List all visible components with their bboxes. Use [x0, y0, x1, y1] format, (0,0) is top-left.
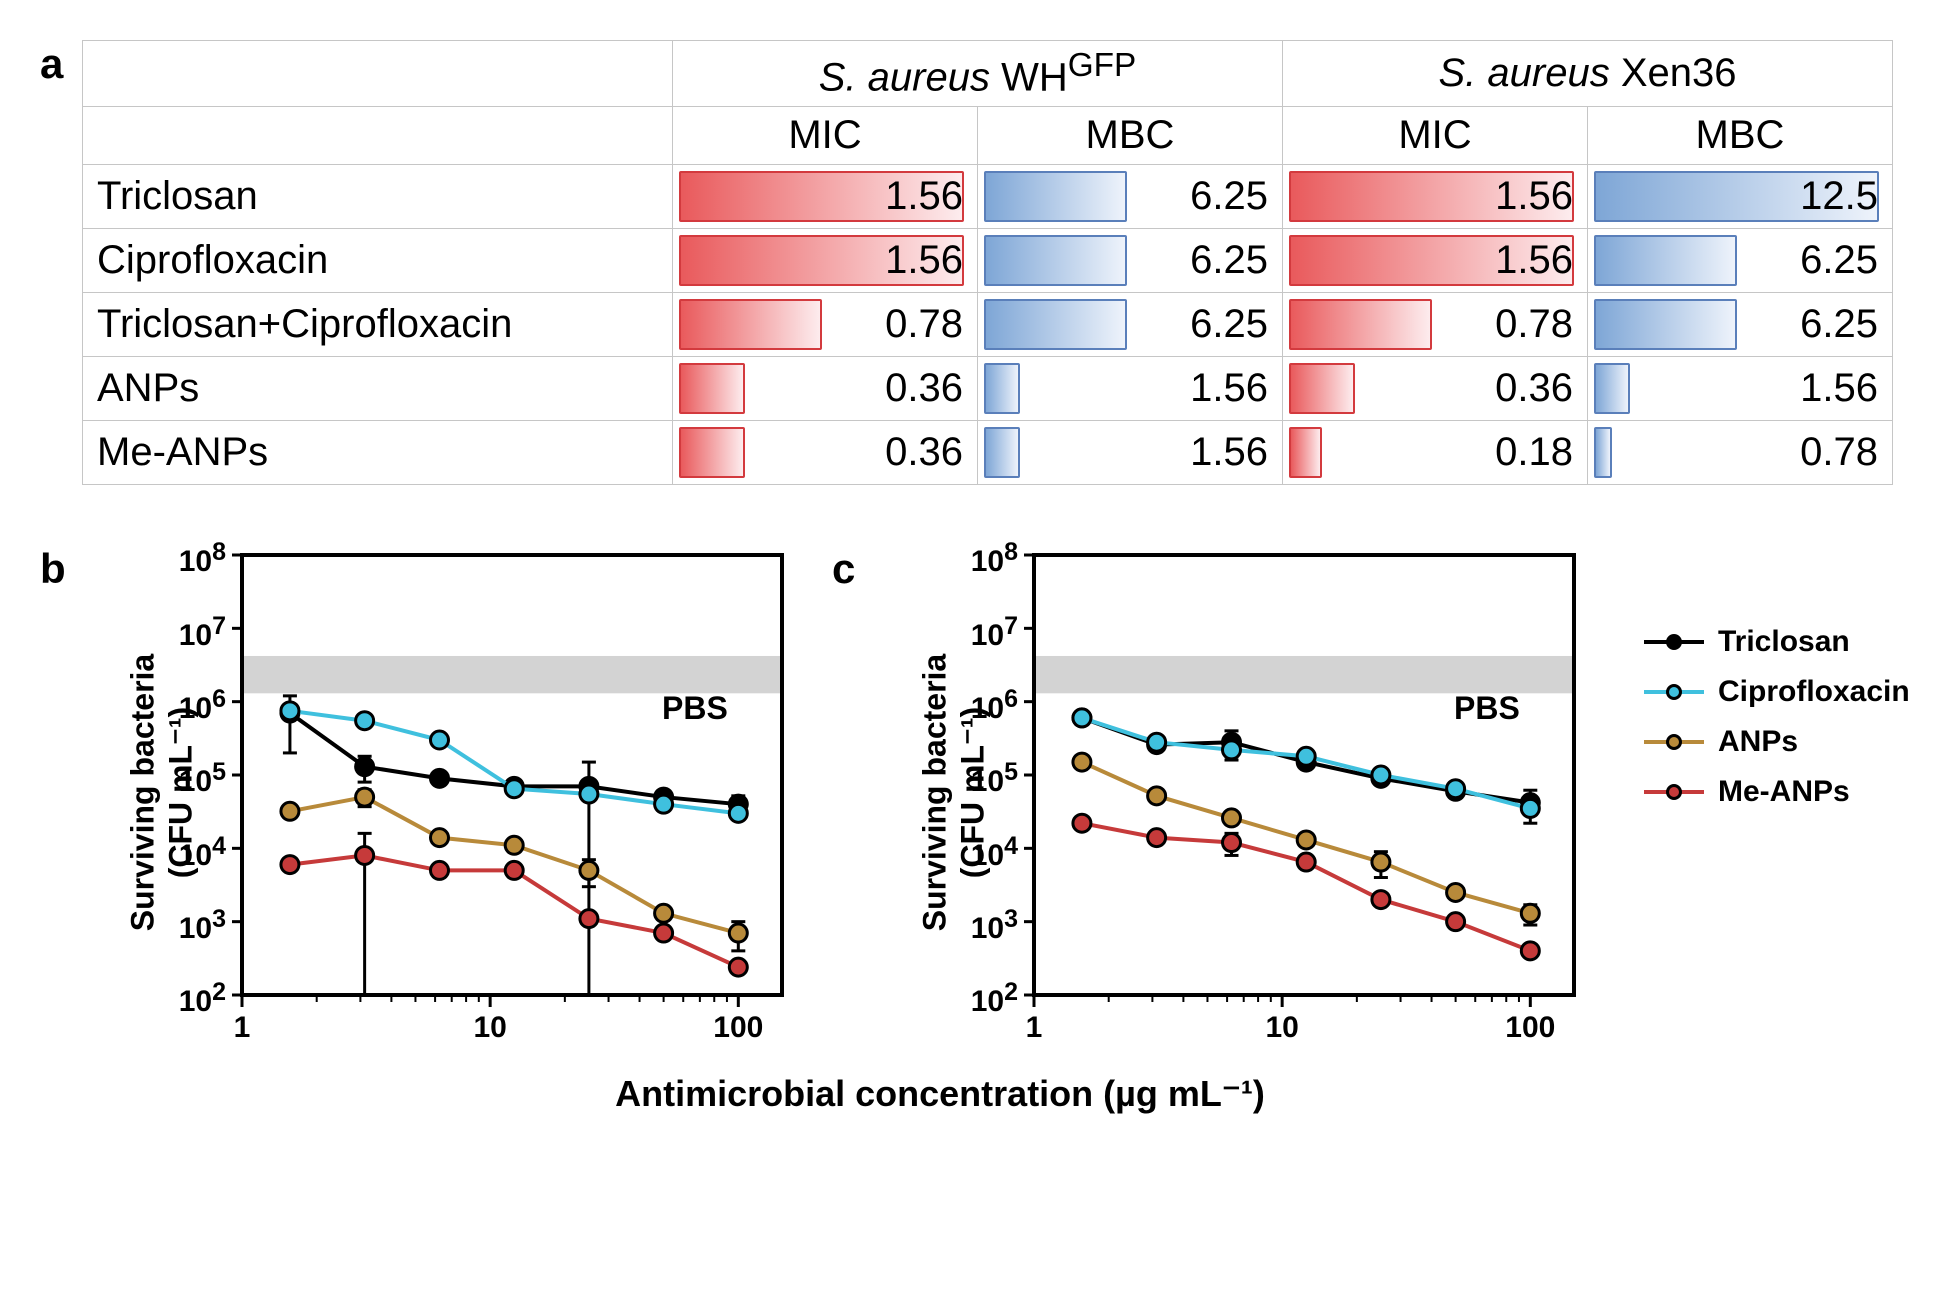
x-tick-label: 100 [1505, 1011, 1555, 1045]
table-row-label: Triclosan+Ciprofloxacin [83, 293, 673, 357]
y-tick-label: 102 [948, 978, 1018, 1019]
legend-label: Me-ANPs [1718, 775, 1850, 809]
y-tick-label: 105 [948, 758, 1018, 799]
table-cell: 1.56 [1283, 229, 1588, 293]
legend-label: ANPs [1718, 725, 1798, 759]
table-cell: 0.36 [1283, 357, 1588, 421]
legend-item: Me-ANPs [1644, 775, 1910, 809]
table-cell: 1.56 [978, 421, 1283, 485]
table-row-label: Triclosan [83, 165, 673, 229]
y-tick-label: 103 [156, 905, 226, 946]
table-cell: 0.78 [673, 293, 978, 357]
chart-c-area: Surviving bacteria(CFU mL⁻¹)102103104105… [874, 545, 1584, 1055]
x-tick-label: 10 [473, 1011, 506, 1045]
pbs-label: PBS [1454, 690, 1520, 727]
table-cell: 0.78 [1283, 293, 1588, 357]
table-row-label: Me-ANPs [83, 421, 673, 485]
panel-c-label: c [832, 545, 862, 593]
metric-header: MIC [673, 107, 978, 165]
metric-header: MBC [978, 107, 1283, 165]
y-tick-label: 108 [156, 538, 226, 579]
panel-b: b Surviving bacteria(CFU mL⁻¹)1021031041… [40, 545, 792, 1055]
table-cell: 1.56 [978, 357, 1283, 421]
table-cell: 1.56 [1283, 165, 1588, 229]
x-tick-label: 100 [713, 1011, 763, 1045]
panel-b-label: b [40, 545, 70, 593]
legend-label: Triclosan [1718, 625, 1850, 659]
table-row-label: Ciprofloxacin [83, 229, 673, 293]
table-cell: 0.78 [1588, 421, 1893, 485]
panel-a-label: a [40, 40, 70, 88]
strain-header: S. aureus Xen36 [1283, 41, 1893, 107]
legend-item: Triclosan [1644, 625, 1910, 659]
x-tick-label: 1 [234, 1011, 251, 1045]
table-cell: 6.25 [978, 165, 1283, 229]
legend: Triclosan Ciprofloxacin ANPs Me-ANPs [1644, 625, 1910, 825]
figure: a S. aureus WHGFPS. aureus Xen36 MICMBCM… [40, 40, 1910, 1115]
y-tick-label: 107 [156, 612, 226, 653]
table-cell: 0.36 [673, 421, 978, 485]
x-tick-label: 1 [1026, 1011, 1043, 1045]
y-tick-label: 102 [156, 978, 226, 1019]
charts-row: b Surviving bacteria(CFU mL⁻¹)1021031041… [40, 545, 1910, 1055]
x-axis-label: Antimicrobial concentration (µg mL⁻¹) [290, 1073, 1590, 1115]
panel-c: c Surviving bacteria(CFU mL⁻¹)1021031041… [832, 545, 1584, 1055]
legend-item: Ciprofloxacin [1644, 675, 1910, 709]
y-tick-label: 107 [948, 612, 1018, 653]
panel-a: a S. aureus WHGFPS. aureus Xen36 MICMBCM… [40, 40, 1910, 485]
table-row-label: ANPs [83, 357, 673, 421]
table-cell: 6.25 [978, 229, 1283, 293]
y-tick-label: 106 [948, 685, 1018, 726]
y-tick-label: 104 [948, 832, 1018, 873]
x-tick-label: 10 [1265, 1011, 1298, 1045]
y-tick-label: 104 [156, 832, 226, 873]
table-cell: 0.18 [1283, 421, 1588, 485]
legend-item: ANPs [1644, 725, 1910, 759]
metric-header: MBC [1588, 107, 1893, 165]
table-cell: 6.25 [1588, 229, 1893, 293]
table-cell: 1.56 [1588, 357, 1893, 421]
chart-b-area: Surviving bacteria(CFU mL⁻¹)102103104105… [82, 545, 792, 1055]
metric-header: MIC [1283, 107, 1588, 165]
mic-mbc-table: S. aureus WHGFPS. aureus Xen36 MICMBCMIC… [82, 40, 1893, 485]
pbs-label: PBS [662, 690, 728, 727]
y-tick-label: 105 [156, 758, 226, 799]
table-cell: 6.25 [978, 293, 1283, 357]
strain-header: S. aureus WHGFP [673, 41, 1283, 107]
table-cell: 6.25 [1588, 293, 1893, 357]
table-cell: 0.36 [673, 357, 978, 421]
legend-label: Ciprofloxacin [1718, 675, 1910, 709]
y-tick-label: 103 [948, 905, 1018, 946]
table-cell: 1.56 [673, 229, 978, 293]
table-cell: 12.5 [1588, 165, 1893, 229]
y-tick-label: 106 [156, 685, 226, 726]
table-cell: 1.56 [673, 165, 978, 229]
y-tick-label: 108 [948, 538, 1018, 579]
